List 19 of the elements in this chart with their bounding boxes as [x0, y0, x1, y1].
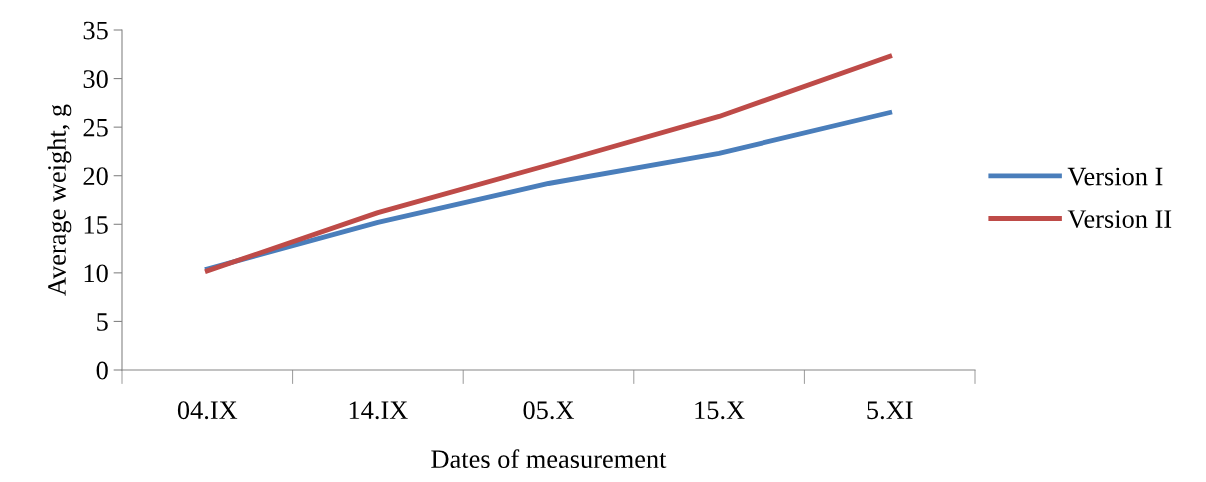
x-tick-label: 14.IX: [349, 401, 408, 420]
x-tick-label: 5.XI: [867, 401, 913, 420]
y-tick-label: 20: [83, 167, 108, 186]
y-tick-label: 25: [83, 118, 108, 137]
y-tick-label: 35: [83, 21, 108, 40]
y-tick-label: 30: [83, 70, 108, 88]
x-tick-label: 15.X: [695, 401, 745, 420]
y-tick-label: 15: [84, 216, 108, 234]
x-tick-label: 05.X: [523, 401, 575, 420]
legend-label: Version II: [1067, 210, 1172, 229]
y-tick-label: 0: [96, 361, 108, 380]
x-tick-label: 04.IX: [177, 401, 238, 420]
y-tick-label: 5: [97, 313, 108, 331]
y-axis-title: Average weight, g: [47, 104, 72, 296]
line-series: [204, 110, 893, 272]
line-series: [204, 53, 893, 274]
x-axis-title: Dates of measurement: [431, 449, 667, 469]
y-tick-label: 10: [84, 264, 108, 283]
legend-label: Version I: [1067, 167, 1163, 186]
